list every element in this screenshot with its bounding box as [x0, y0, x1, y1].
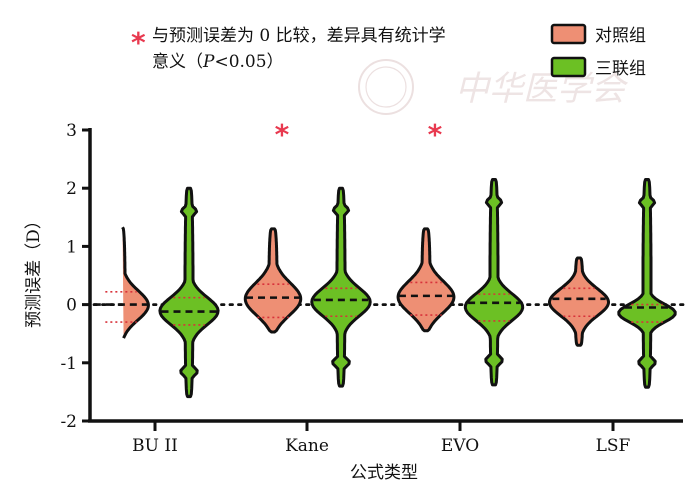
violin-triple-lsf	[617, 178, 677, 389]
plot-area: * *	[93, 118, 677, 399]
violin-triple-kane	[310, 186, 372, 388]
legend: 对照组 三联组	[550, 23, 646, 79]
y-tick-label: 3	[66, 121, 77, 141]
x-axis-label: 公式类型	[350, 463, 418, 483]
violin-triple-evo	[463, 178, 525, 387]
watermark: 中华医学会	[358, 59, 629, 115]
y-tick-label: -2	[60, 412, 77, 432]
x-tick-label: Kane	[285, 436, 329, 456]
legend-label-control: 对照组	[595, 26, 646, 46]
legend-swatch-control	[550, 23, 587, 45]
x-tick-label: LSF	[596, 436, 631, 456]
y-tick-label: 0	[66, 296, 77, 316]
violin-triple-bu-ii	[158, 186, 220, 399]
legend-label-triple: 三联组	[595, 59, 646, 79]
violin-control-evo	[396, 227, 456, 333]
annotation-line1: 与预测误差为 0 比较，差异具有统计学	[152, 26, 446, 46]
y-tick-label: -1	[60, 354, 77, 374]
axes: -2 -1 0 1 2 3 BU II Kane EVO LSF	[60, 121, 685, 456]
x-tick-label: BU II	[132, 436, 178, 456]
y-axis-label: 预测误差（D）	[24, 212, 44, 328]
annotation-line2: 意义（P<0.05）	[152, 52, 284, 72]
watermark-text: 中华医学会	[455, 69, 629, 109]
significance-star: *	[275, 118, 290, 151]
legend-swatch-triple	[550, 56, 587, 78]
annotation-star: *	[131, 26, 146, 59]
violin-control-kane	[243, 227, 303, 334]
violin-control-lsf	[548, 256, 610, 347]
violin-control-bu-ii	[121, 226, 150, 339]
x-tick-label: EVO	[441, 436, 479, 456]
y-tick-label: 1	[66, 237, 77, 257]
y-tick-label: 2	[66, 179, 77, 199]
significance-star: *	[428, 118, 443, 151]
